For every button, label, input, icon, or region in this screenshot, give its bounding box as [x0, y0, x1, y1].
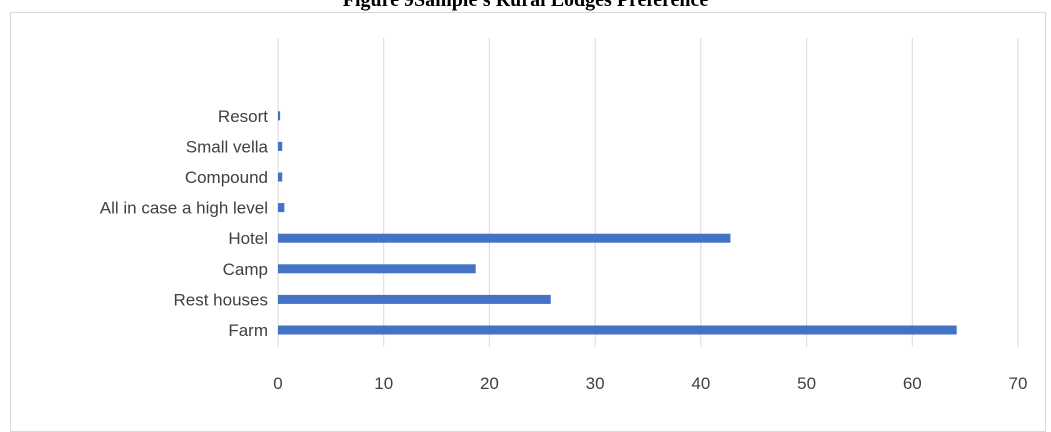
category-labels: Farm Rest houses Camp Hotel All in case a hi… [100, 107, 269, 340]
bar-camp [278, 264, 476, 274]
bar-all-in-case-a-high-level [278, 203, 285, 213]
x-tick-label: 10 [374, 374, 393, 393]
bars [278, 111, 957, 335]
category-label: Compound [185, 168, 268, 187]
bar-farm [278, 325, 957, 335]
chart-frame [10, 12, 1046, 432]
category-label: Hotel [228, 229, 268, 248]
category-label: Small vella [186, 137, 269, 156]
category-label: Resort [218, 107, 268, 126]
x-tick-labels: 0 10 20 30 40 50 60 70 [273, 374, 1027, 393]
x-tick-label: 40 [691, 374, 710, 393]
x-tick-label: 70 [1009, 374, 1028, 393]
category-label: Farm [228, 321, 268, 340]
x-tick-label: 0 [273, 374, 282, 393]
bar-resort [278, 111, 281, 121]
category-label: Rest houses [174, 290, 269, 309]
x-tick-label: 20 [480, 374, 499, 393]
bar-hotel [278, 233, 731, 243]
bar-small-vella [278, 141, 283, 151]
x-tick-label: 50 [797, 374, 816, 393]
bar-compound [278, 172, 283, 182]
bar-chart: Farm Rest houses Camp Hotel All in case a hi… [100, 38, 1027, 393]
x-tick-label: 30 [586, 374, 605, 393]
bar-rest-houses [278, 294, 551, 304]
category-label: All in case a high level [100, 199, 268, 218]
x-tick-label: 60 [903, 374, 922, 393]
category-label: Camp [223, 260, 268, 279]
figure-title: Figure 9Sample's Rural Lodges Preference [342, 0, 709, 11]
